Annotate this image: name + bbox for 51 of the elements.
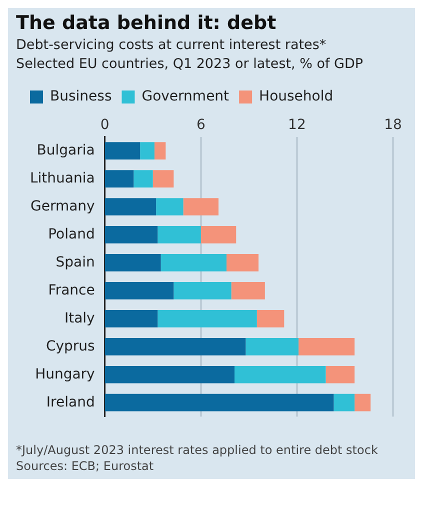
y-tick-label: Hungary	[35, 366, 95, 382]
legend-label: Government	[142, 88, 230, 104]
y-tick-label: Bulgaria	[36, 142, 95, 158]
bar	[231, 282, 265, 300]
bar	[104, 282, 174, 300]
y-tick-label: Cyprus	[46, 338, 95, 354]
bar	[104, 170, 134, 188]
bar	[158, 310, 257, 328]
bar	[326, 366, 355, 384]
bar	[246, 338, 299, 356]
bar	[158, 226, 201, 244]
y-tick-label: Ireland	[46, 394, 95, 410]
x-tick-label: 12	[288, 116, 306, 133]
bar	[152, 170, 174, 188]
source-note: Sources: ECB; Eurostat	[16, 458, 155, 473]
bar	[104, 254, 161, 272]
legend-label: Household	[259, 88, 334, 104]
bar	[298, 338, 355, 356]
y-tick-label: Lithuania	[30, 170, 95, 186]
bar	[104, 366, 235, 384]
bar	[200, 226, 236, 244]
bar	[104, 198, 156, 216]
x-tick-label: 6	[196, 116, 206, 133]
y-tick-label: Spain	[56, 254, 95, 270]
bar	[226, 254, 259, 272]
bar	[134, 170, 153, 188]
bar	[160, 254, 227, 272]
y-tick-label: Italy	[64, 310, 95, 326]
bar	[234, 366, 326, 384]
bar	[354, 394, 371, 412]
bar	[140, 142, 154, 160]
bar	[104, 310, 158, 328]
bar	[256, 310, 284, 328]
bar	[104, 142, 140, 160]
y-tick-label: Germany	[30, 198, 95, 214]
x-tick-label: 0	[100, 116, 110, 133]
bar	[104, 226, 158, 244]
bar	[174, 282, 232, 300]
x-tick-label: 18	[384, 116, 402, 133]
chart-title: The data behind it: debt	[16, 12, 278, 34]
y-tick-label: France	[48, 282, 95, 298]
legend-label: Business	[50, 88, 112, 104]
bar	[334, 394, 355, 412]
text: *July/August 2023 interest rates applied to entire debt stock	[16, 442, 379, 457]
bar	[104, 338, 246, 356]
bar	[154, 142, 166, 160]
bar	[183, 198, 219, 216]
y-tick-label: Poland	[48, 226, 95, 242]
bar	[156, 198, 184, 216]
bar	[104, 394, 334, 412]
chart-subtitle: Debt-servicing costs at current interest rates* Selected EU countries, Q1 2023 or latest, % of GDP	[16, 36, 364, 74]
